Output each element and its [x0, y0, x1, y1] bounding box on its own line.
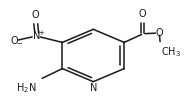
Text: N: N	[90, 83, 97, 93]
Text: −: −	[17, 41, 22, 47]
Text: H$_2$N: H$_2$N	[16, 81, 36, 95]
Text: O: O	[155, 28, 163, 38]
Text: O: O	[32, 10, 39, 20]
Text: O: O	[10, 36, 18, 46]
Text: O: O	[139, 9, 146, 19]
Text: N: N	[33, 31, 40, 41]
Text: +: +	[38, 30, 44, 36]
Text: CH$_3$: CH$_3$	[161, 45, 181, 59]
